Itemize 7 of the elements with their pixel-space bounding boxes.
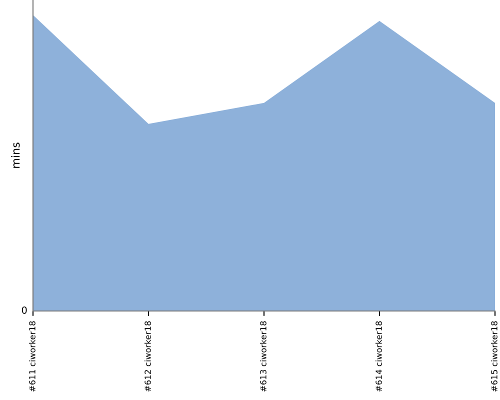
x-tick-label: #614 ciworker18 [375, 321, 382, 392]
x-tick-label: #611 ciworker18 [28, 321, 36, 392]
x-tick-label: #615 ciworker18 [490, 321, 498, 392]
y-axis-title: mins [11, 142, 20, 168]
text: 0 [22, 306, 27, 314]
x-tick-label: #613 ciworker18 [260, 321, 266, 392]
x-tick-label: #612 ciworker18 [144, 321, 151, 392]
